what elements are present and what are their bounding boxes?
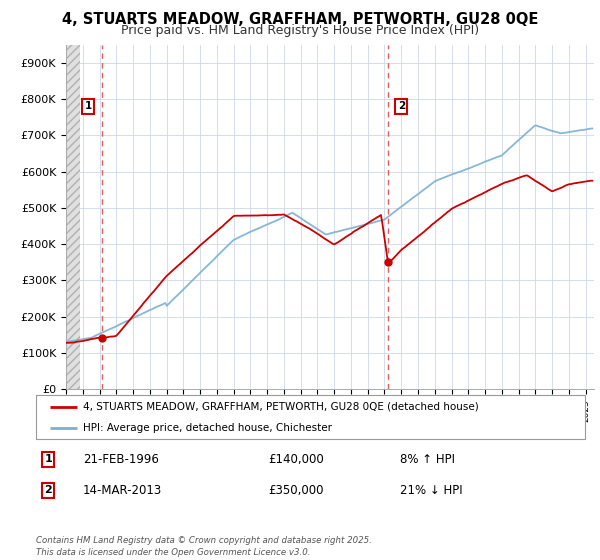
Text: 21% ↓ HPI: 21% ↓ HPI	[400, 484, 463, 497]
Text: 2: 2	[44, 486, 52, 496]
Text: £140,000: £140,000	[268, 452, 323, 465]
Text: HPI: Average price, detached house, Chichester: HPI: Average price, detached house, Chic…	[83, 423, 332, 433]
Text: 4, STUARTS MEADOW, GRAFFHAM, PETWORTH, GU28 0QE: 4, STUARTS MEADOW, GRAFFHAM, PETWORTH, G…	[62, 12, 538, 27]
Text: Price paid vs. HM Land Registry's House Price Index (HPI): Price paid vs. HM Land Registry's House …	[121, 24, 479, 37]
Text: 21-FEB-1996: 21-FEB-1996	[83, 452, 159, 465]
Text: 1: 1	[85, 101, 92, 111]
FancyBboxPatch shape	[36, 395, 585, 438]
Text: 4, STUARTS MEADOW, GRAFFHAM, PETWORTH, GU28 0QE (detached house): 4, STUARTS MEADOW, GRAFFHAM, PETWORTH, G…	[83, 402, 479, 412]
Text: 8% ↑ HPI: 8% ↑ HPI	[400, 452, 455, 465]
Text: 2: 2	[398, 101, 405, 111]
Text: 14-MAR-2013: 14-MAR-2013	[83, 484, 162, 497]
Text: 1: 1	[44, 454, 52, 464]
Text: Contains HM Land Registry data © Crown copyright and database right 2025.
This d: Contains HM Land Registry data © Crown c…	[36, 536, 372, 557]
Text: £350,000: £350,000	[268, 484, 323, 497]
